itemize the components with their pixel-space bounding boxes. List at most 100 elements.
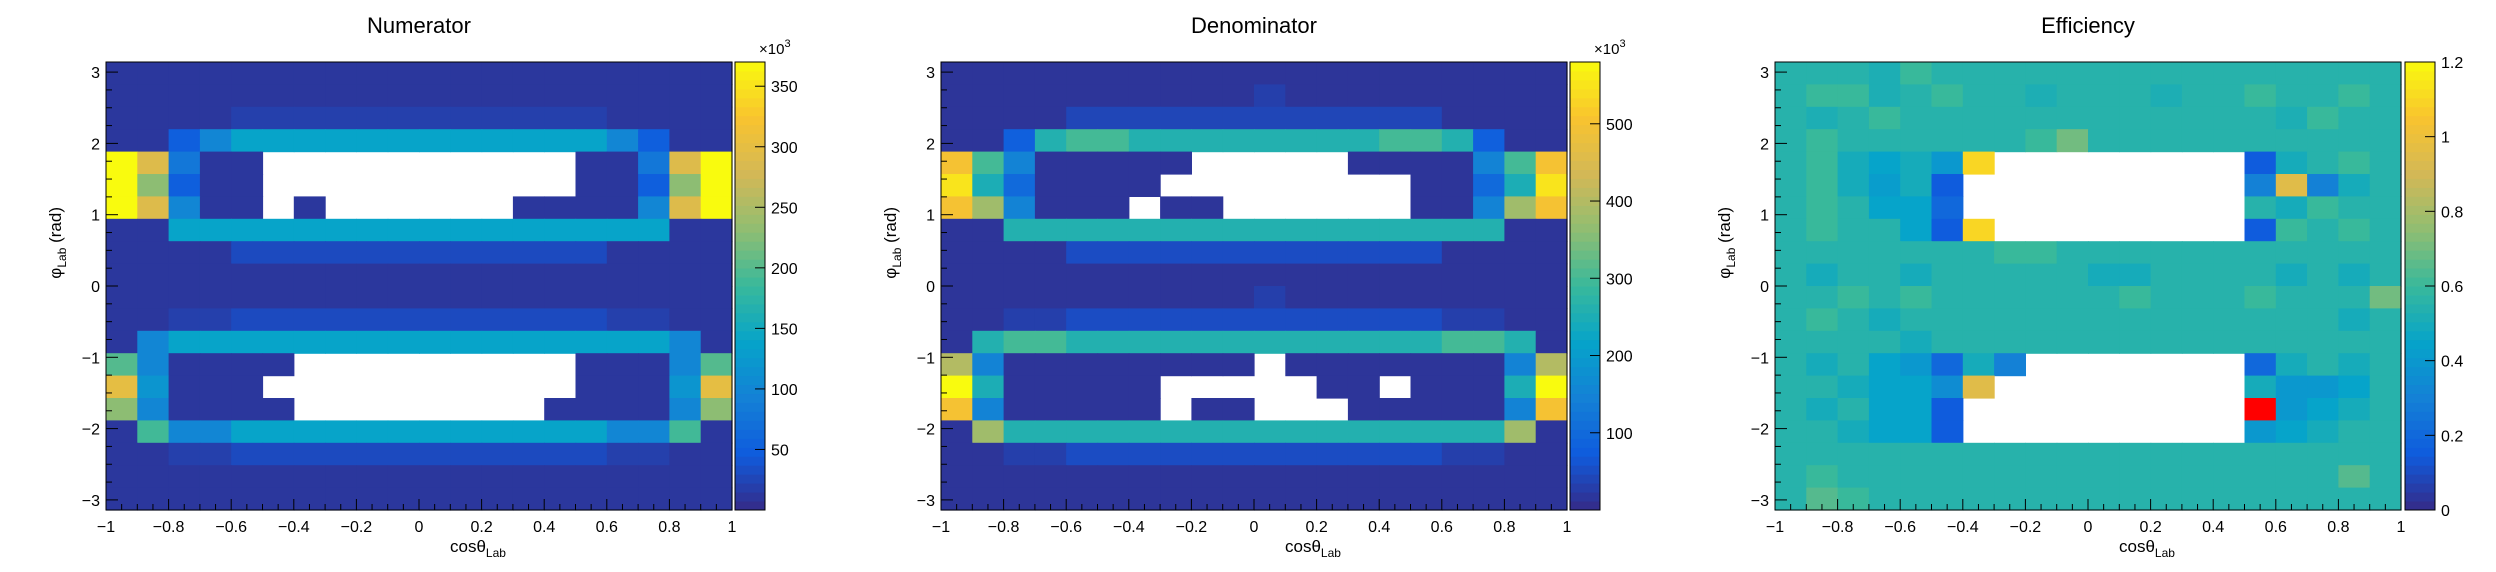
heatmap-cell bbox=[700, 263, 733, 287]
y-tick-label: 2 bbox=[926, 136, 935, 153]
heatmap-cell bbox=[2307, 174, 2339, 197]
heatmap-cell bbox=[1868, 398, 1901, 421]
colorbar-multiplier: ×103 bbox=[759, 38, 791, 58]
heatmap-cell bbox=[1900, 420, 1933, 444]
heatmap-cell bbox=[1535, 84, 1568, 108]
colorbar-segment bbox=[2405, 483, 2435, 493]
heatmap-cell bbox=[1003, 62, 1036, 85]
x-tick-label: 1 bbox=[1563, 519, 1572, 536]
heatmap-cell bbox=[1097, 330, 1130, 354]
colorbar-segment bbox=[735, 205, 765, 215]
heatmap-cell bbox=[262, 62, 295, 85]
x-axis-label: cosθLab bbox=[2119, 537, 2175, 560]
heatmap-cell bbox=[1003, 353, 1036, 377]
heatmap-cell bbox=[1066, 241, 1099, 265]
colorbar-segment bbox=[1570, 375, 1600, 386]
heatmap-cell bbox=[1097, 218, 1130, 242]
heatmap-cell bbox=[1806, 465, 1839, 489]
heatmap-cell bbox=[1441, 129, 1474, 153]
heatmap-cell bbox=[1191, 196, 1224, 220]
heatmap-cell bbox=[481, 465, 514, 489]
heatmap-cell bbox=[387, 420, 420, 444]
heatmap-cell bbox=[606, 62, 639, 85]
heatmap-cell bbox=[575, 62, 608, 85]
heatmap-cell bbox=[1379, 129, 1412, 153]
heatmap-cell bbox=[2338, 420, 2371, 444]
heatmap-cell bbox=[1316, 106, 1349, 130]
heatmap-cell bbox=[544, 420, 577, 444]
x-tick-label: −0.8 bbox=[988, 519, 1020, 536]
heatmap-cell bbox=[1837, 218, 1870, 242]
heatmap-cell bbox=[481, 420, 514, 444]
heatmap-cell bbox=[1097, 84, 1130, 108]
heatmap-cell bbox=[1128, 286, 1161, 309]
heatmap-cell bbox=[1410, 420, 1443, 444]
x-axis-label-subscript: Lab bbox=[486, 546, 506, 560]
heatmap-cell bbox=[1128, 398, 1161, 421]
heatmap-cell bbox=[1066, 442, 1099, 466]
heatmap-cell bbox=[941, 151, 973, 175]
heatmap-cell bbox=[512, 442, 545, 466]
heatmap-cell bbox=[1868, 330, 1901, 354]
heatmap-cell bbox=[575, 487, 608, 511]
colorbar-multiplier-exponent: 3 bbox=[784, 38, 790, 50]
heatmap-cell bbox=[1900, 286, 1933, 309]
heatmap-cell bbox=[2181, 62, 2214, 85]
y-tick-label: −3 bbox=[917, 493, 935, 510]
heatmap-cell bbox=[481, 487, 514, 511]
heatmap-cell bbox=[941, 196, 973, 220]
heatmap-cell bbox=[1254, 286, 1286, 309]
x-tick-label: 0.8 bbox=[2327, 519, 2349, 536]
heatmap-cell bbox=[1775, 62, 1807, 85]
colorbar-segment bbox=[2405, 241, 2435, 251]
heatmap-cell bbox=[1535, 487, 1568, 511]
heatmap-cell bbox=[1254, 84, 1286, 108]
heatmap-cell bbox=[2338, 330, 2371, 354]
heatmap-cell bbox=[2369, 286, 2402, 309]
y-tick-label: −1 bbox=[1751, 350, 1769, 367]
heatmap-cell bbox=[2056, 263, 2089, 287]
heatmap-cell bbox=[1191, 308, 1224, 332]
heatmap-cell bbox=[1410, 106, 1443, 130]
heatmap-cell bbox=[2213, 106, 2246, 130]
colorbar-tick-label: 300 bbox=[1606, 271, 1633, 288]
heatmap-cell bbox=[941, 241, 973, 265]
colorbar-segment bbox=[2405, 115, 2435, 126]
heatmap-cell bbox=[2025, 106, 2058, 130]
heatmap-cell bbox=[2119, 286, 2152, 309]
y-axis-label-unit: (rad) bbox=[1715, 207, 1734, 248]
heatmap-cell bbox=[1931, 308, 1964, 332]
heatmap-cell bbox=[2025, 84, 2058, 108]
heatmap-cell bbox=[544, 442, 577, 466]
heatmap-cell bbox=[1931, 286, 1964, 309]
heatmap-cell bbox=[168, 106, 201, 130]
heatmap-cell bbox=[544, 218, 577, 242]
heatmap-cell bbox=[1222, 420, 1255, 444]
heatmap-cell bbox=[2088, 286, 2120, 309]
heatmap-cell bbox=[2150, 241, 2183, 265]
heatmap-cell bbox=[2088, 308, 2120, 332]
heatmap-cell bbox=[1160, 129, 1192, 153]
heatmap-cell bbox=[2307, 241, 2339, 265]
heatmap-cell bbox=[2056, 129, 2089, 153]
heatmap-cell bbox=[1316, 375, 1349, 399]
x-tick-label: 0.4 bbox=[1368, 519, 1390, 536]
heatmap-cell bbox=[356, 218, 389, 242]
heatmap-cell bbox=[972, 286, 1005, 309]
colorbar-segment bbox=[735, 474, 765, 484]
heatmap-cell bbox=[1473, 174, 1505, 197]
heatmap-cell bbox=[137, 106, 170, 130]
heatmap-cell bbox=[137, 442, 170, 466]
heatmap-cell bbox=[2338, 308, 2371, 332]
heatmap-cell bbox=[638, 218, 670, 242]
heatmap-cell bbox=[1775, 353, 1807, 377]
heatmap-cell bbox=[106, 174, 138, 197]
heatmap-cell bbox=[1003, 151, 1036, 175]
heatmap-cell bbox=[1410, 442, 1443, 466]
heatmap-cell bbox=[606, 196, 639, 220]
heatmap-cell bbox=[1066, 263, 1099, 287]
heatmap-cell bbox=[450, 241, 483, 265]
y-tick-label: −2 bbox=[82, 422, 100, 439]
heatmap-cell bbox=[231, 420, 264, 444]
heatmap-cell bbox=[1504, 465, 1537, 489]
